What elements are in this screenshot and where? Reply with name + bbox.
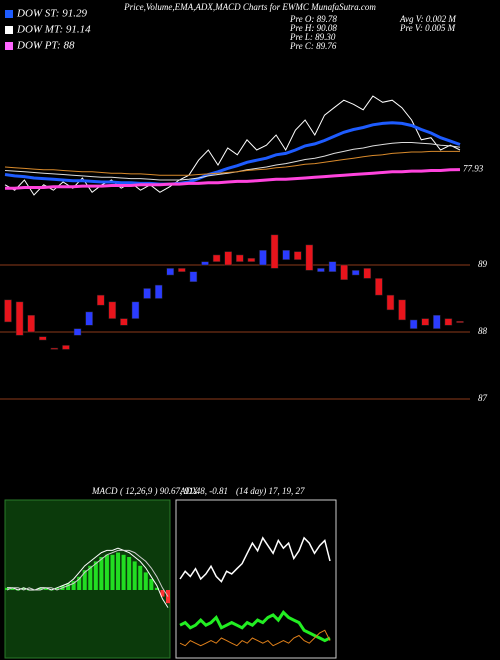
candle: [351, 270, 360, 276]
candle: [421, 318, 429, 326]
candle: [398, 299, 406, 321]
candle: [363, 268, 372, 279]
stat: Pre C: 89.76: [289, 41, 337, 51]
candle: [259, 250, 267, 266]
macd-bar: [149, 579, 154, 590]
adx-line: [179, 536, 331, 583]
panel-params: (14 day) 17, 19, 27: [236, 486, 305, 496]
legend-label: DOW PT: 88: [16, 40, 75, 52]
candle: [143, 288, 151, 299]
candle: [50, 347, 59, 350]
candle: [27, 315, 35, 333]
candle: [201, 261, 209, 266]
candle: [340, 264, 348, 280]
panel-label: MACD: [91, 486, 118, 496]
macd-bar: [10, 587, 15, 590]
candle: [282, 250, 290, 260]
macd-bar: [127, 557, 132, 590]
adx-line: [179, 610, 331, 643]
macd-bar: [143, 572, 148, 590]
candle: [375, 278, 383, 296]
macd-bar: [116, 552, 121, 590]
legend-swatch: [5, 26, 13, 34]
panel-params: ( 12,26,9 ) 90.67, 91.48, -0.81: [120, 486, 228, 496]
y-tick-label: 89: [478, 259, 488, 269]
stat: Pre L: 89.30: [289, 32, 336, 42]
macd-bar: [5, 587, 9, 590]
candle: [85, 311, 93, 326]
macd-bar: [82, 570, 87, 590]
macd-bar: [121, 554, 126, 590]
stat: Avg V: 0.002 M: [399, 14, 456, 24]
candle: [189, 271, 198, 283]
candle: [108, 301, 117, 319]
macd-panel: [4, 499, 171, 659]
candle: [154, 284, 163, 299]
candle: [305, 244, 314, 271]
panel-label: ADX: [179, 486, 198, 496]
candle: [224, 251, 232, 266]
stat: Pre O: 89.78: [289, 14, 337, 24]
candle: [456, 321, 464, 323]
candle: [433, 315, 441, 329]
macd-bar: [160, 590, 165, 597]
stat: Pre V: 0.005 M: [399, 23, 456, 33]
candle: [131, 301, 140, 319]
macd-bar: [66, 583, 71, 590]
macd-bar: [154, 587, 159, 590]
candle: [96, 294, 105, 306]
candle: [444, 318, 453, 326]
legend-label: DOW ST: 91.29: [16, 8, 87, 20]
macd-bar: [43, 587, 48, 590]
candle: [270, 234, 279, 269]
candle: [62, 345, 70, 350]
legend-label: DOW MT: 91.14: [16, 24, 91, 36]
macd-bar: [104, 554, 109, 590]
adx-line: [179, 629, 331, 647]
legend-swatch: [5, 42, 13, 50]
macd-bar: [93, 561, 98, 590]
candle: [166, 268, 175, 276]
candle: [409, 319, 418, 329]
macd-bar: [138, 565, 143, 590]
candle: [293, 251, 302, 260]
macd-bar: [21, 587, 26, 590]
macd-bar: [38, 587, 43, 590]
stat: Pre H: 90.08: [289, 23, 337, 33]
candle: [317, 268, 325, 272]
price-line: [4, 121, 461, 186]
macd-line: [6, 549, 169, 597]
macd-bar: [54, 587, 59, 590]
y-tick-label: 87: [478, 393, 488, 403]
macd-bar: [99, 557, 104, 590]
price-line: [5, 168, 461, 190]
candle: [4, 299, 12, 323]
candle: [73, 328, 82, 336]
candle: [328, 261, 337, 272]
title: Price,Volume,EMA,ADX,MACD Charts for EWM…: [123, 2, 376, 12]
candle: [39, 336, 47, 341]
legend-swatch: [5, 10, 13, 18]
candle: [120, 318, 128, 326]
macd-bar: [71, 581, 76, 590]
candle: [178, 268, 186, 272]
macd-bar: [88, 565, 93, 590]
macd-bar: [132, 561, 137, 590]
candle: [236, 254, 244, 262]
macd-bar: [77, 576, 82, 590]
candle: [386, 294, 395, 311]
candle: [212, 254, 221, 262]
value-label: 77.93: [463, 164, 484, 174]
y-tick-label: 88: [478, 326, 488, 336]
candle: [247, 258, 256, 262]
macd-bar: [110, 554, 115, 590]
candle: [15, 301, 24, 336]
price-line: [4, 150, 460, 176]
